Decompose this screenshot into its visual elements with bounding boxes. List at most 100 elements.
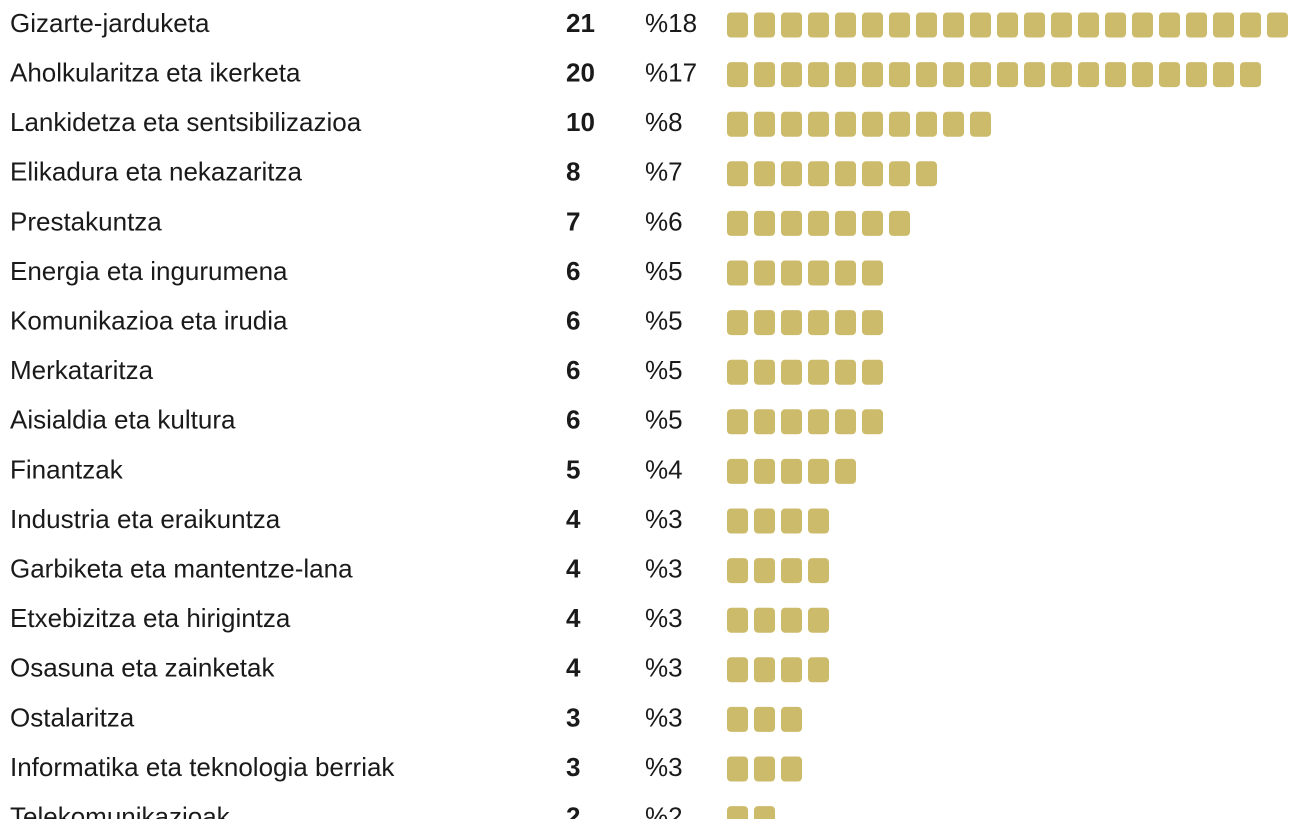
share-label: %3 xyxy=(645,653,683,683)
unit-square xyxy=(754,458,775,484)
unit-square xyxy=(862,310,883,336)
unit-square xyxy=(781,12,802,38)
unit-square xyxy=(1267,12,1288,38)
share-label: %7 xyxy=(645,157,683,187)
unit-bar xyxy=(727,12,1288,38)
share-label: %3 xyxy=(645,702,683,732)
unit-square xyxy=(781,359,802,385)
unit-square xyxy=(727,806,748,819)
unit-square xyxy=(916,62,937,88)
unit-square xyxy=(781,607,802,633)
unit-square xyxy=(943,12,964,38)
unit-square xyxy=(781,558,802,584)
unit-square xyxy=(754,310,775,336)
unit-square xyxy=(754,161,775,187)
category-label: Etxebizitza eta hirigintza xyxy=(10,603,291,633)
unit-square xyxy=(862,409,883,435)
category-label: Prestakuntza xyxy=(10,206,162,236)
unit-square xyxy=(781,161,802,187)
unit-square xyxy=(1024,62,1045,88)
category-label: Informatika eta teknologia berriak xyxy=(10,752,395,782)
unit-bar xyxy=(727,558,829,584)
share-label: %18 xyxy=(645,8,697,38)
unit-square xyxy=(1078,62,1099,88)
unit-square xyxy=(1159,12,1180,38)
category-label: Aholkularitza eta ikerketa xyxy=(10,57,301,87)
count-label: 3 xyxy=(566,752,580,782)
unit-square xyxy=(781,409,802,435)
unit-square xyxy=(808,508,829,534)
unit-square xyxy=(754,210,775,236)
unit-square xyxy=(862,210,883,236)
category-label: Industria eta eraikuntza xyxy=(10,504,281,534)
unit-bar xyxy=(727,409,883,435)
unit-square xyxy=(727,111,748,137)
unit-square xyxy=(862,161,883,187)
share-label: %2 xyxy=(645,801,683,819)
category-label: Merkataritza xyxy=(10,355,154,385)
unit-square xyxy=(835,62,856,88)
unit-square xyxy=(1105,62,1126,88)
count-label: 6 xyxy=(566,256,580,286)
unit-square xyxy=(1240,12,1261,38)
unit-bar xyxy=(727,806,775,819)
share-label: %3 xyxy=(645,504,683,534)
unit-square xyxy=(889,161,910,187)
unit-square xyxy=(997,12,1018,38)
unit-square xyxy=(808,310,829,336)
unit-square xyxy=(862,111,883,137)
unit-square xyxy=(835,409,856,435)
category-label: Gizarte-jarduketa xyxy=(10,8,210,38)
unit-square xyxy=(1159,62,1180,88)
unit-bar xyxy=(727,210,910,236)
unit-square xyxy=(1132,62,1153,88)
unit-bar xyxy=(727,161,937,187)
category-label: Osasuna eta zainketak xyxy=(10,653,275,683)
share-label: %4 xyxy=(645,454,683,484)
unit-square xyxy=(889,210,910,236)
unit-square xyxy=(1186,62,1207,88)
unit-square xyxy=(808,210,829,236)
unit-square xyxy=(916,161,937,187)
unit-square xyxy=(835,458,856,484)
unit-square xyxy=(727,260,748,286)
share-label: %5 xyxy=(645,405,683,435)
unit-square xyxy=(835,310,856,336)
unit-bar xyxy=(727,607,829,633)
category-label: Elikadura eta nekazaritza xyxy=(10,157,302,187)
share-label: %5 xyxy=(645,305,683,335)
count-label: 7 xyxy=(566,206,580,236)
share-label: %5 xyxy=(645,256,683,286)
unit-square xyxy=(727,558,748,584)
unit-square xyxy=(727,62,748,88)
unit-square xyxy=(727,657,748,683)
share-label: %3 xyxy=(645,752,683,782)
unit-square xyxy=(808,657,829,683)
unit-square xyxy=(808,260,829,286)
unit-square xyxy=(835,359,856,385)
unit-bar xyxy=(727,657,829,683)
unit-square xyxy=(1213,62,1234,88)
count-label: 4 xyxy=(566,504,581,534)
category-label: Komunikazioa eta irudia xyxy=(10,305,288,335)
unit-square xyxy=(1024,12,1045,38)
unit-square xyxy=(727,508,748,534)
unit-square xyxy=(862,359,883,385)
unit-square xyxy=(862,260,883,286)
count-label: 6 xyxy=(566,355,580,385)
unit-square xyxy=(1078,12,1099,38)
unit-bar xyxy=(727,508,829,534)
unit-square xyxy=(727,706,748,732)
category-label: Aisialdia eta kultura xyxy=(10,405,236,435)
unit-square xyxy=(781,210,802,236)
unit-square xyxy=(970,12,991,38)
unit-square xyxy=(754,756,775,782)
unit-square xyxy=(1240,62,1261,88)
unit-square xyxy=(808,111,829,137)
unit-bar xyxy=(727,310,883,336)
unit-square xyxy=(781,756,802,782)
unit-square xyxy=(781,260,802,286)
unit-square xyxy=(754,558,775,584)
unit-square xyxy=(781,458,802,484)
unit-square xyxy=(727,607,748,633)
